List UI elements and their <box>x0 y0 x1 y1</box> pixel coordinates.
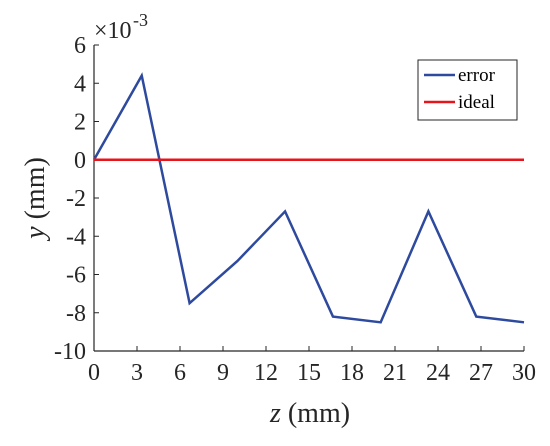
y-tick-label: -8 <box>66 301 86 327</box>
x-tick-label: 21 <box>383 360 407 386</box>
x-tick-label: 12 <box>254 360 278 386</box>
y-tick-label: 0 <box>74 148 86 174</box>
x-tick-label: 0 <box>88 360 100 386</box>
series-line-error <box>92 72 525 324</box>
x-axis-symbol: z <box>269 398 281 429</box>
series-layer <box>92 72 525 324</box>
x-tick-label: 27 <box>469 360 493 386</box>
x-tick-label: 30 <box>512 360 536 386</box>
x-tick-label: 24 <box>426 360 450 386</box>
y-tick-label: -2 <box>66 186 86 212</box>
legend: error ideal <box>417 59 518 121</box>
y-exponent-power: -3 <box>133 10 148 30</box>
y-axis-unit: (mm) <box>20 157 51 226</box>
y-exponent-base: ×10 <box>94 18 132 44</box>
x-axis-label: z (mm) <box>269 398 350 429</box>
y-tick-label: -6 <box>66 263 86 289</box>
y-tick-label: -10 <box>54 339 86 365</box>
x-axis-unit: (mm) <box>281 398 350 429</box>
y-axis-symbol: y <box>20 226 51 242</box>
y-tick-label: 4 <box>74 71 86 97</box>
y-tick-label: -4 <box>66 224 86 250</box>
y-tick-label: 6 <box>74 33 86 59</box>
y-tick-label: 2 <box>74 110 86 136</box>
x-tick-label: 3 <box>131 360 143 386</box>
x-tick-label: 6 <box>174 360 186 386</box>
y-axis-label: y (mm) <box>20 157 51 242</box>
x-tick-label: 15 <box>297 360 321 386</box>
x-tick-label: 9 <box>217 360 229 386</box>
x-tick-label: 18 <box>340 360 364 386</box>
legend-box <box>417 59 518 121</box>
legend-label-error: error <box>458 65 496 86</box>
legend-label-ideal: ideal <box>458 92 495 113</box>
